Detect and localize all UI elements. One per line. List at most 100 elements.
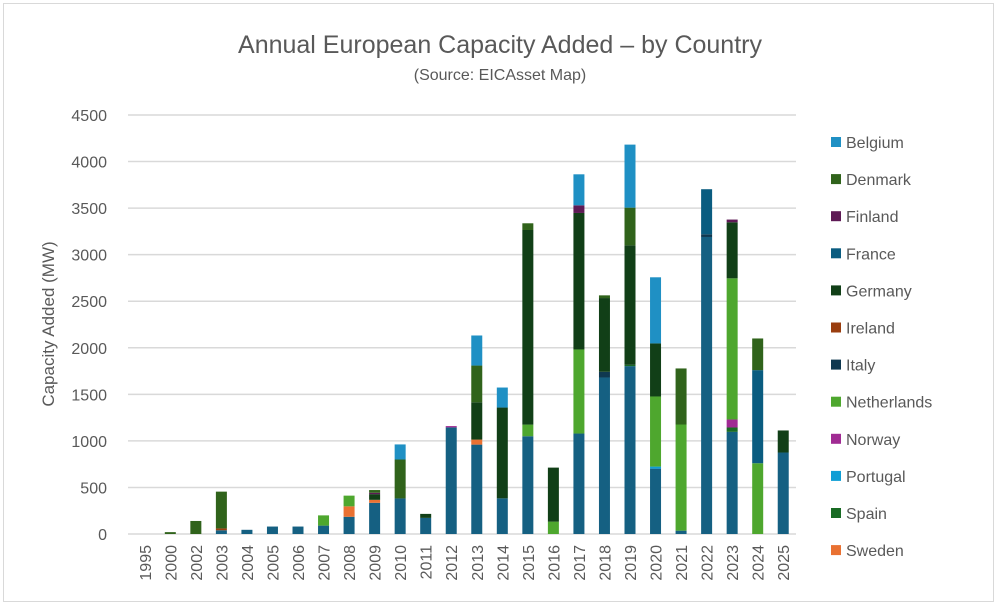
bar-segment-denmark [369,490,381,493]
legend-swatch [831,508,841,518]
x-tick-label: 2002 [189,545,206,581]
bar-segment-belgium [624,144,636,208]
bar-segment-sweden [369,499,381,503]
legend-swatch [831,433,841,444]
x-tick-label: 2015 [521,545,538,581]
bar-segment-spain [624,364,636,367]
chart-title: Annual European Capacity Added – by Coun… [238,31,762,59]
bar-segment-italy [701,234,713,237]
bar-segment-germany [624,245,636,365]
bar-segment-denmark [394,459,406,499]
bar-segment-netherlands [650,396,662,467]
y-tick-label: 3000 [71,248,107,265]
x-tick-label: 2023 [725,545,742,581]
legend-label: Norway [846,432,900,449]
legend-label: Sweden [846,543,904,560]
bar-segment-belgium [496,387,508,408]
y-tick-label: 4500 [71,108,107,125]
bar-segment-germany [598,298,610,372]
bar-segment-netherlands [318,515,330,526]
bar-segment-denmark [164,532,176,534]
bar-segment-denmark [624,207,636,246]
bar-segment-denmark [675,368,687,425]
y-tick-label: 1000 [71,434,107,451]
bar-segment [445,427,457,534]
bar-segment-sweden [343,506,355,517]
bar-segment-germany [420,513,432,518]
x-tick-label: 1995 [138,545,155,581]
x-tick-label: 2017 [572,545,589,581]
legend-label: Ireland [846,321,895,338]
bar-segment-germany [777,430,789,453]
bar-segment-netherlands [522,424,534,437]
y-tick-label: 500 [80,480,107,497]
y-axis-label: Capacity Added (MW) [39,241,58,406]
x-tick-label: 2003 [214,545,231,581]
chart-frame [3,3,994,602]
bar-segment [598,377,610,534]
bar-segment [777,452,789,534]
y-tick-label: 0 [98,527,107,544]
bar-segment [241,529,253,534]
bar-segment-finland [573,205,585,213]
bar-segment-germany [547,467,559,522]
bar-segment [471,444,483,534]
legend-swatch [831,285,841,296]
bar-segment-belgium [394,444,406,460]
legend-swatch [831,137,841,147]
bar-segment-norway [726,419,738,428]
bar-segment [675,530,687,534]
bar-segment-netherlands [573,349,585,434]
bar-segment-italy [598,371,610,378]
x-tick-label: 2012 [444,545,461,581]
bar-segment [343,516,355,534]
x-tick-label: 2022 [700,545,717,581]
legend-swatch [831,248,841,259]
x-tick-label: 2019 [623,545,640,581]
x-tick-label: 2024 [751,545,768,581]
bar-segment-germany [726,222,738,279]
x-tick-label: 2014 [495,545,512,581]
bar-segment [573,433,585,534]
legend-label: Denmark [846,172,912,189]
x-tick-label: 2010 [393,545,410,581]
legend-swatch [831,359,841,370]
bar-segment-denmark [522,223,534,230]
bar-segment [394,498,406,534]
bar-segment [369,502,381,534]
legend-label: Spain [846,506,887,523]
legend-swatch [831,396,841,407]
legend-label: Germany [846,283,912,300]
y-tick-label: 1500 [71,387,107,404]
legend-label: Netherlands [846,395,932,412]
bar-segment [496,498,508,534]
bar-segment-belgium [650,277,662,344]
legend-label: Finland [846,209,898,226]
y-tick-label: 2000 [71,341,107,358]
bar-segment [292,526,304,534]
legend-swatch [831,470,841,481]
x-tick-label: 2009 [368,545,385,581]
bar-segment [701,236,713,534]
bar-segment [650,468,662,534]
legend-swatch [831,211,841,222]
bar-segment-netherlands [675,424,687,531]
bar-segment-netherlands [752,463,764,534]
bar-segment-netherlands [547,521,559,534]
bar-segment-denmark [752,338,764,371]
bar-segment-belgium [573,174,585,206]
bar-segment [726,431,738,534]
chart-subtitle: (Source: EICAsset Map) [414,67,587,84]
x-tick-label: 2004 [240,545,257,581]
x-tick-label: 2021 [674,545,691,581]
legend-swatch [831,322,841,333]
x-tick-label: 2013 [470,545,487,581]
x-tick-label: 2007 [317,545,334,581]
bar-segment-netherlands [726,278,738,420]
y-tick-label: 3500 [71,201,107,218]
bar-segment-germany [573,212,585,350]
bar-segment [420,517,432,534]
x-tick-label: 2018 [597,545,614,581]
bar-segment-portugal [650,466,662,469]
